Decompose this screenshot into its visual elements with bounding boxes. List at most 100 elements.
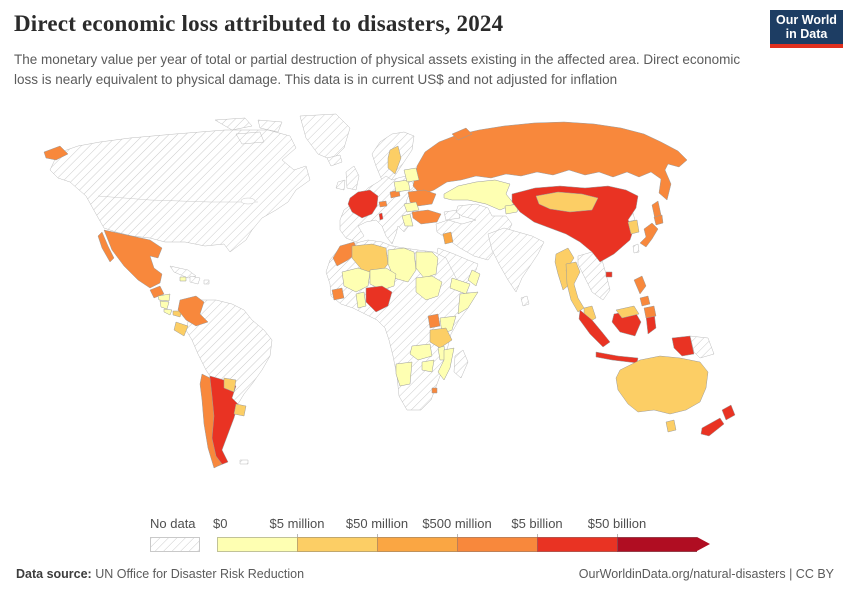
- region-papua-new-guinea[interactable]: [689, 335, 715, 359]
- region-falklands[interactable]: [239, 459, 249, 465]
- region-hispaniola[interactable]: [189, 275, 210, 285]
- country-japan-hokkaido[interactable]: [653, 214, 664, 226]
- tick-label-4: $5 billion: [511, 516, 563, 531]
- country-zimbabwe[interactable]: [421, 359, 435, 373]
- country-namibia[interactable]: [395, 361, 413, 387]
- attribution-link[interactable]: OurWorldinData.org/natural-disasters | C…: [578, 567, 834, 581]
- region-caucasus[interactable]: [443, 209, 461, 221]
- country-sudan[interactable]: [415, 275, 443, 301]
- legend-bin-5[interactable]: [617, 537, 697, 552]
- chart-footer: Data source: UN Office for Disaster Risk…: [16, 567, 834, 581]
- country-poland[interactable]: [393, 179, 411, 193]
- tick-label-0: $0: [213, 516, 228, 531]
- chart-subtitle: The monetary value per year of total or …: [14, 52, 741, 88]
- country-romania[interactable]: [403, 201, 420, 213]
- country-tasmania[interactable]: [665, 419, 677, 433]
- region-uk[interactable]: [345, 165, 360, 191]
- country-japan[interactable]: [639, 222, 659, 248]
- country-nicaragua[interactable]: [159, 300, 170, 310]
- country-egypt[interactable]: [415, 251, 439, 279]
- region-north-america[interactable]: [49, 129, 311, 253]
- colored-countries: [43, 121, 736, 469]
- country-new-zealand-south[interactable]: [700, 417, 725, 437]
- legend-scale: $0 $5 million $50 million $500 million $…: [213, 516, 717, 552]
- country-greece[interactable]: [401, 213, 414, 227]
- country-malaysia-borneo[interactable]: [615, 305, 640, 319]
- country-colombia[interactable]: [177, 295, 209, 327]
- country-eswatini[interactable]: [431, 387, 438, 394]
- country-france[interactable]: [347, 189, 379, 219]
- country-russia-chukotka[interactable]: [43, 145, 69, 161]
- tick-label-1: $5 million: [269, 516, 325, 531]
- country-indonesia-papua[interactable]: [671, 335, 695, 357]
- region-sri-lanka[interactable]: [520, 295, 530, 307]
- legend-bin-0[interactable]: [217, 537, 297, 552]
- owid-logo-line2: in Data: [785, 27, 828, 41]
- legend-color-bar: [217, 537, 717, 552]
- country-thailand[interactable]: [565, 261, 585, 313]
- country-hainan[interactable]: [605, 271, 613, 278]
- country-mongolia[interactable]: [535, 191, 599, 213]
- country-somalia[interactable]: [457, 291, 479, 315]
- canada-us-border: [97, 195, 258, 203]
- country-paraguay[interactable]: [223, 377, 237, 393]
- region-arctic-islands[interactable]: [214, 117, 283, 145]
- country-guatemala[interactable]: [149, 285, 165, 299]
- page-title: Direct economic loss attributed to disas…: [14, 11, 504, 36]
- country-novaya-zemlya[interactable]: [451, 127, 473, 141]
- country-tanzania[interactable]: [429, 327, 453, 349]
- country-honduras[interactable]: [157, 293, 171, 302]
- region-iceland[interactable]: [326, 154, 343, 167]
- region-taiwan[interactable]: [632, 243, 640, 254]
- legend-bin-4[interactable]: [537, 537, 617, 552]
- region-south-america[interactable]: [185, 299, 273, 413]
- data-source-value: UN Office for Disaster Risk Reduction: [91, 567, 305, 581]
- country-mozambique[interactable]: [437, 347, 455, 381]
- country-belarus-baltics[interactable]: [403, 167, 420, 183]
- country-mali[interactable]: [341, 267, 371, 293]
- country-switzerland[interactable]: [378, 200, 388, 208]
- legend-arrow-tip: [697, 537, 710, 551]
- legend-bin-2[interactable]: [377, 537, 457, 552]
- legend-bin-3[interactable]: [457, 537, 537, 552]
- country-ecuador[interactable]: [173, 321, 189, 337]
- country-indonesia-java[interactable]: [595, 351, 639, 364]
- country-zambia[interactable]: [409, 343, 433, 361]
- legend-bin-1[interactable]: [297, 537, 377, 552]
- region-greenland[interactable]: [299, 113, 351, 161]
- country-philippines-mindanao[interactable]: [643, 305, 657, 319]
- region-madagascar[interactable]: [453, 349, 469, 379]
- region-india[interactable]: [487, 227, 545, 293]
- country-mexico[interactable]: [103, 229, 163, 289]
- owid-logo-line1: Our World: [776, 12, 837, 27]
- country-costa-rica[interactable]: [163, 308, 173, 316]
- country-chile[interactable]: [199, 373, 223, 469]
- legend-tick: [537, 534, 538, 538]
- country-corsica[interactable]: [378, 212, 384, 221]
- country-jamaica[interactable]: [179, 276, 187, 282]
- country-ghana[interactable]: [355, 291, 367, 309]
- country-australia[interactable]: [615, 355, 709, 415]
- tick-label-2: $50 million: [345, 516, 409, 531]
- country-syria[interactable]: [442, 231, 454, 245]
- country-new-zealand-north[interactable]: [721, 404, 736, 421]
- country-indonesia-sumatra[interactable]: [578, 309, 611, 348]
- country-nigeria[interactable]: [365, 285, 393, 313]
- country-uruguay[interactable]: [233, 403, 247, 417]
- country-turkey[interactable]: [411, 209, 442, 225]
- country-baja-california[interactable]: [97, 231, 115, 263]
- country-niger[interactable]: [369, 267, 397, 291]
- region-ireland[interactable]: [335, 179, 346, 191]
- country-south-korea[interactable]: [627, 219, 640, 235]
- country-philippines-luzon[interactable]: [633, 275, 647, 295]
- owid-logo[interactable]: Our World in Data: [770, 10, 843, 48]
- world-choropleth-map: [0, 108, 850, 508]
- country-oman[interactable]: [467, 269, 481, 287]
- country-sweden[interactable]: [387, 145, 402, 175]
- no-data-swatch[interactable]: [150, 537, 200, 552]
- great-lakes: [240, 197, 256, 205]
- country-uganda[interactable]: [427, 313, 441, 329]
- country-philippines-visayas[interactable]: [639, 295, 651, 307]
- country-guinea[interactable]: [331, 287, 345, 301]
- country-russia[interactable]: [412, 121, 688, 201]
